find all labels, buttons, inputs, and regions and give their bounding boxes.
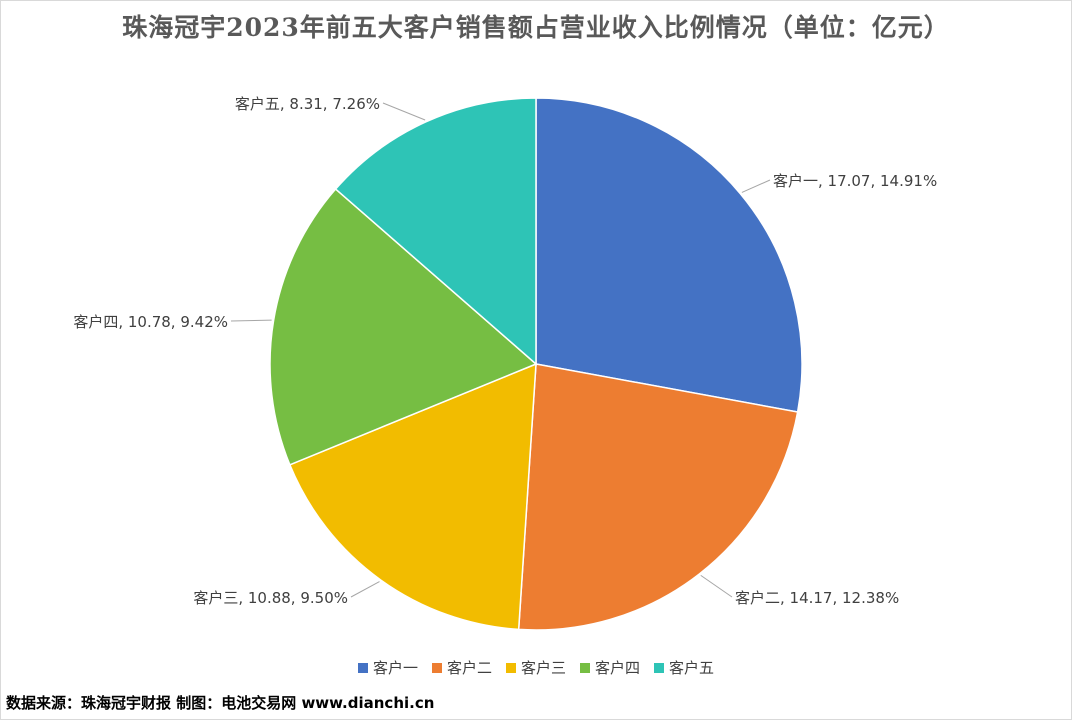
legend-label-5: 客户五 xyxy=(669,659,715,677)
data-label-3: 客户三, 10.88, 9.50% xyxy=(193,589,348,607)
legend-item-2: 客户二 xyxy=(431,657,492,678)
legend-label-3: 客户三 xyxy=(520,659,566,677)
legend-label-2: 客户二 xyxy=(446,659,492,677)
legend-label-4: 客户四 xyxy=(595,659,641,677)
leader-line-2 xyxy=(700,574,733,598)
pie-slice-2 xyxy=(517,363,799,631)
legend-label-1: 客户一 xyxy=(372,659,418,677)
legend-item-3: 客户三 xyxy=(505,657,566,678)
legend-item-4: 客户四 xyxy=(580,657,640,678)
pie-slice-3 xyxy=(288,362,537,631)
legend-swatch-3 xyxy=(505,662,516,673)
chart-legend: 客户一 客户二 客户三 客户四 客户五 xyxy=(0,657,1072,678)
legend-swatch-2 xyxy=(431,662,442,673)
legend-item-1: 客户一 xyxy=(357,657,418,678)
leader-line-1 xyxy=(741,179,771,193)
leader-line-4 xyxy=(230,319,272,322)
leader-line-5 xyxy=(382,102,426,121)
legend-swatch-1 xyxy=(357,662,368,673)
data-label-4: 客户四, 10.78, 9.42% xyxy=(73,313,228,331)
data-label-5: 客户五, 8.31, 7.26% xyxy=(235,95,380,113)
pie-slice-1 xyxy=(535,97,803,413)
legend-swatch-5 xyxy=(654,662,665,673)
pie-slice-4 xyxy=(269,187,538,466)
source-note: 数据来源：珠海冠宇财报 制图：电池交易网 www.dianchi.cn xyxy=(6,694,435,712)
legend-swatch-4 xyxy=(580,662,590,673)
data-label-2: 客户二, 14.17, 12.38% xyxy=(735,589,899,607)
data-label-1: 客户一, 17.07, 14.91% xyxy=(773,172,937,190)
leader-line-3 xyxy=(350,581,380,598)
pie-slice-5 xyxy=(334,97,537,366)
chart-title: 珠海冠宇2023年前五大客户销售额占营业收入比例情况（单位：亿元） xyxy=(122,13,950,42)
legend-item-5: 客户五 xyxy=(654,657,714,678)
